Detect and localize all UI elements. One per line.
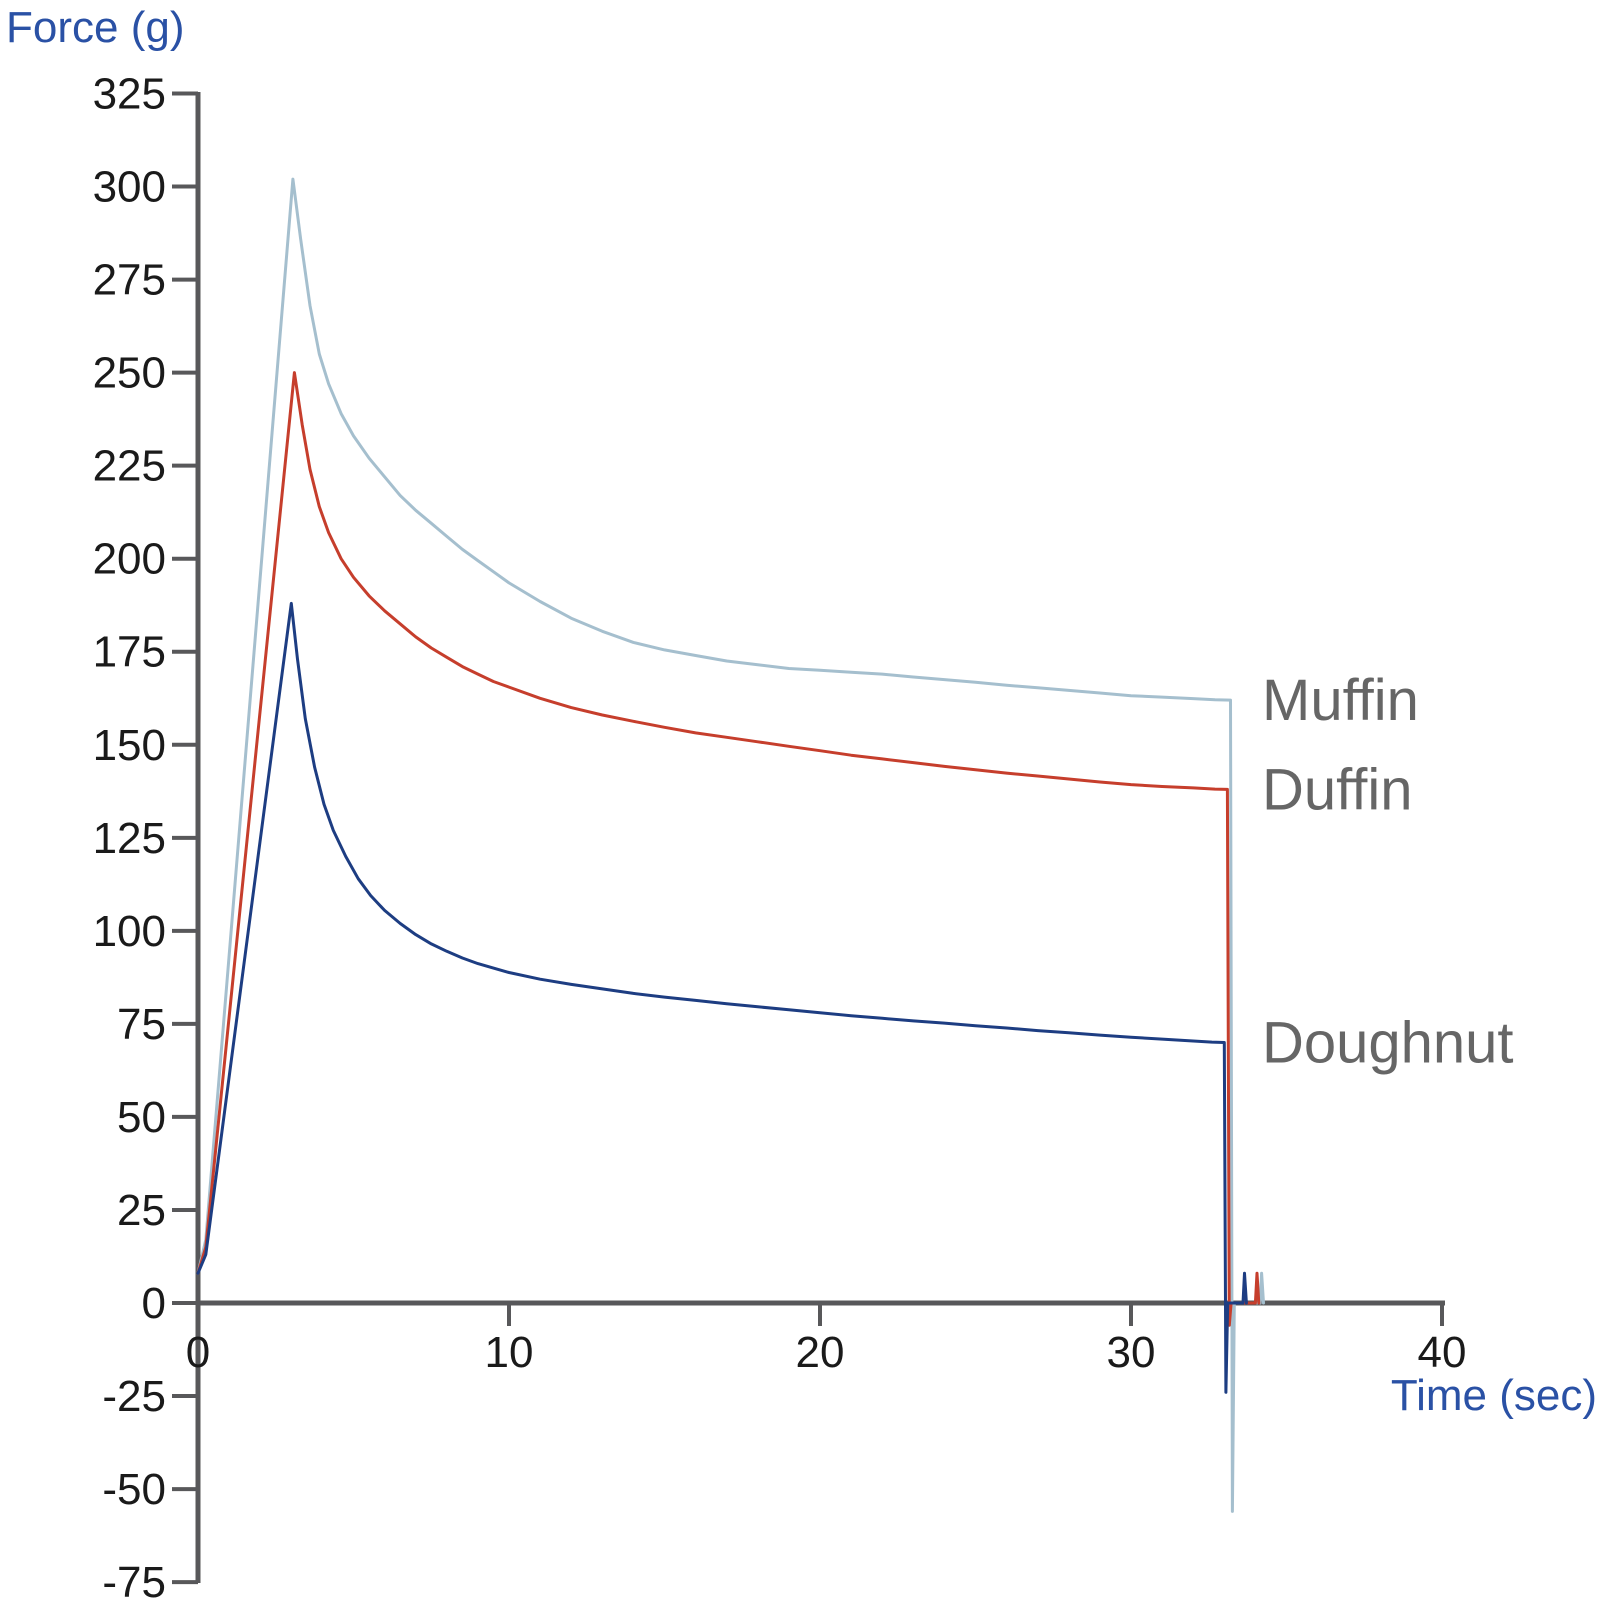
series-line-doughnut	[196, 601, 1248, 1394]
y-tick-label: 25	[117, 1186, 166, 1235]
y-tick-label: 250	[93, 349, 166, 398]
y-tick-label: -25	[102, 1372, 166, 1421]
x-tick-label: 40	[1418, 1328, 1467, 1377]
y-tick-label: 100	[93, 907, 166, 956]
y-tick-label: 125	[93, 814, 166, 863]
series-label-doughnut: Doughnut	[1262, 1010, 1514, 1075]
x-tick-label: 30	[1107, 1328, 1156, 1377]
y-tick-label: 175	[93, 628, 166, 677]
y-axis-ticks	[172, 91, 198, 1585]
y-axis-title: Force (g)	[6, 3, 184, 52]
x-tick-label: 20	[796, 1328, 845, 1377]
x-axis-tick-labels: 0 10 20 30 40	[186, 1328, 1467, 1377]
y-tick-label: 50	[117, 1093, 166, 1142]
x-axis-ticks	[507, 1303, 1444, 1326]
x-axis-title: Time (sec)	[1391, 1371, 1597, 1420]
series-line-duffin	[196, 371, 1261, 1327]
y-tick-label: 75	[117, 1000, 166, 1049]
x-tick-label: 10	[485, 1328, 534, 1377]
y-tick-label: 200	[93, 535, 166, 584]
y-tick-label: -50	[102, 1465, 166, 1514]
y-tick-label: 300	[93, 163, 166, 212]
y-tick-label: 325	[93, 70, 166, 119]
series-lines	[196, 177, 1265, 1513]
series-label-duffin: Duffin	[1262, 757, 1412, 822]
series-labels: Muffin Duffin Doughnut	[1262, 668, 1514, 1075]
series-label-muffin: Muffin	[1262, 668, 1419, 733]
y-axis-tick-labels: 3253002752502252001751501251007550250-25…	[93, 70, 166, 1600]
y-tick-label: 275	[93, 256, 166, 305]
x-tick-label: 0	[186, 1328, 210, 1377]
y-tick-label: 150	[93, 721, 166, 770]
y-tick-label: -75	[102, 1558, 166, 1600]
series-line-muffin	[196, 177, 1265, 1513]
y-tick-label: 0	[142, 1279, 166, 1328]
y-tick-label: 225	[93, 442, 166, 491]
